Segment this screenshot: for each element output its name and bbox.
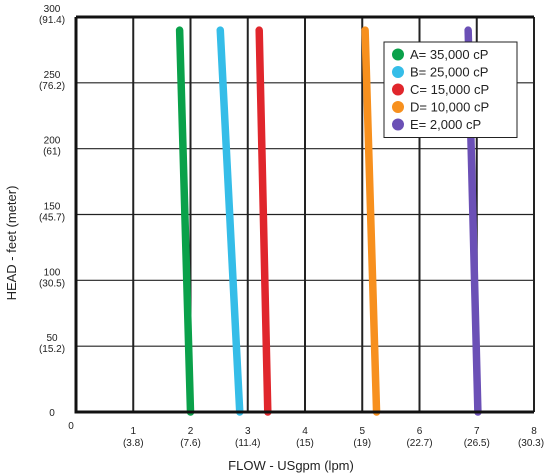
legend-marker-e [392, 118, 404, 131]
series-line-a [175, 26, 195, 416]
series-line-d [361, 26, 381, 416]
y-tick-sublabel-250: (76.2) [39, 81, 65, 92]
legend-marker-a [392, 48, 404, 61]
legend-box [383, 41, 518, 138]
x-tick-sublabel-7: (26.5) [464, 438, 490, 449]
legend-label-d: D= 10,000 cP [410, 100, 489, 115]
x-tick-sublabel-1: (3.8) [123, 438, 144, 449]
y-tick-label-100: 100 [44, 267, 61, 278]
y-tick-sublabel-200: (61) [43, 147, 61, 158]
y-tick-sublabel-300: (91.4) [39, 15, 65, 26]
y-tick-label-200: 200 [44, 136, 61, 147]
y-tick-label-150: 150 [44, 202, 61, 213]
x-tick-label-0: 0 [68, 421, 74, 432]
tick-labels: 0 1(3.8) 2(7.6) 3(11.4) 4(15) 5(19) 6(22.7) 7(2… [39, 4, 544, 449]
x-tick-sublabel-5: (19) [353, 438, 371, 449]
y-tick-sublabel-50: (15.2) [39, 344, 65, 355]
legend-marker-b [392, 66, 404, 78]
legend-label-b: B= 25,000 cP [410, 65, 488, 80]
x-tick-label-5: 5 [359, 426, 365, 437]
x-tick-sublabel-6: (22.7) [406, 438, 432, 449]
x-tick-sublabel-2: (7.6) [180, 438, 201, 449]
legend: A= 35,000 cP B= 25,000 cP C= 15,000 cP D= 1… [383, 41, 518, 138]
y-tick-sublabel-100: (30.5) [39, 278, 65, 289]
y-tick-label-50: 50 [46, 333, 58, 344]
y-tick-sublabel-150: (45.7) [39, 213, 65, 224]
series-line-c [255, 26, 272, 416]
legend-label-e: E= 2,000 cP [410, 117, 481, 132]
x-tick-label-6: 6 [417, 426, 423, 437]
axes [74, 15, 534, 414]
legend-label-c: C= 15,000 cP [410, 82, 489, 97]
y-tick-label-300: 300 [44, 4, 61, 15]
x-tick-label-1: 1 [130, 426, 136, 437]
series-lines [175, 26, 482, 416]
legend-marker-d [392, 101, 404, 113]
x-tick-sublabel-3: (11.4) [235, 438, 260, 449]
legend-label-a: A= 35,000 cP [410, 47, 488, 62]
y-axis-title: HEAD - feet (meter) [4, 186, 19, 301]
x-tick-label-2: 2 [188, 426, 194, 437]
y-tick-label-0: 0 [49, 408, 55, 419]
y-tick-label-250: 250 [44, 70, 61, 81]
x-tick-label-8: 8 [531, 426, 537, 437]
x-axis-title: FLOW - USgpm (lpm) [228, 458, 354, 473]
x-tick-label-4: 4 [302, 426, 308, 437]
series-line-b [216, 26, 244, 416]
x-tick-label-7: 7 [474, 426, 480, 437]
x-tick-label-3: 3 [245, 426, 251, 437]
x-tick-sublabel-4: (15) [296, 438, 314, 449]
x-tick-sublabel-8: (30.3) [518, 438, 544, 449]
legend-marker-c [392, 83, 404, 96]
